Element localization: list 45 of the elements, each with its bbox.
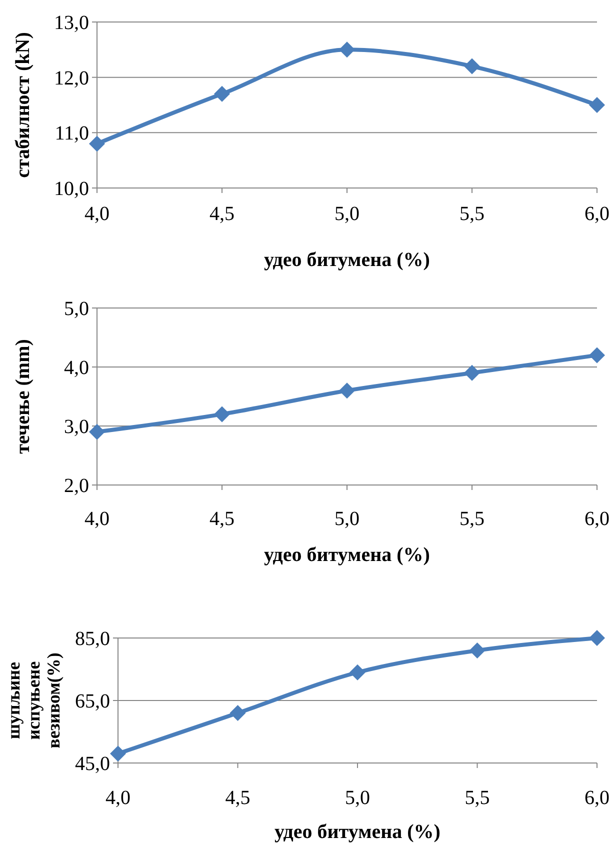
point bbox=[350, 664, 366, 680]
y-axis-title: стабилност (kN) bbox=[12, 32, 34, 178]
point bbox=[339, 42, 355, 58]
y-tick-label: 65,0 bbox=[75, 690, 110, 712]
point bbox=[214, 86, 230, 102]
x-tick-label: 4,5 bbox=[210, 203, 234, 225]
point bbox=[339, 382, 355, 399]
point bbox=[214, 406, 230, 422]
point bbox=[464, 58, 480, 74]
y-tick-label: 2,0 bbox=[64, 475, 89, 497]
x-tick-label: 4,5 bbox=[210, 508, 234, 530]
point bbox=[589, 630, 605, 646]
x-tick-label: 6,0 bbox=[584, 508, 610, 530]
x-axis-title: удео битумена (%) bbox=[264, 544, 430, 566]
point bbox=[230, 705, 246, 721]
point bbox=[110, 746, 126, 762]
y-tick-label: 85,0 bbox=[75, 628, 110, 650]
x-tick-label: 5,5 bbox=[464, 787, 490, 809]
x-tick-label: 5,0 bbox=[334, 203, 360, 225]
x-tick-label: 5,5 bbox=[460, 203, 484, 225]
point bbox=[464, 364, 480, 381]
x-tick-label: 6,0 bbox=[584, 203, 610, 225]
x-tick-label: 4,5 bbox=[225, 787, 250, 809]
x-axis-title: удео битумена (%) bbox=[274, 821, 440, 843]
point bbox=[589, 347, 605, 364]
x-tick-label: 6,0 bbox=[584, 787, 610, 809]
y-tick-label: 12,0 bbox=[54, 67, 89, 90]
x-tick-label: 5,0 bbox=[334, 508, 360, 530]
point bbox=[589, 97, 605, 113]
y-tick-label: 5,0 bbox=[64, 298, 89, 320]
x-tick-label: 4,0 bbox=[106, 787, 130, 809]
x-tick-label: 5,5 bbox=[460, 508, 484, 530]
y-axis-title: течење (mm) bbox=[12, 339, 34, 454]
x-axis-title: удео битумена (%) bbox=[264, 249, 430, 271]
point bbox=[89, 424, 105, 440]
point bbox=[469, 642, 486, 658]
y-tick-label: 10,0 bbox=[54, 178, 89, 200]
x-tick-label: 5,0 bbox=[345, 787, 370, 809]
y-tick-label: 4,0 bbox=[64, 357, 89, 379]
y-tick-label: 11,0 bbox=[54, 122, 89, 145]
y-tick-label: 45,0 bbox=[75, 753, 110, 775]
y-tick-label: 3,0 bbox=[64, 416, 89, 438]
point bbox=[89, 136, 105, 152]
y-axis-title: шупљине испуњене везивом(%) bbox=[3, 652, 64, 748]
y-tick-label: 13,0 bbox=[54, 12, 89, 34]
